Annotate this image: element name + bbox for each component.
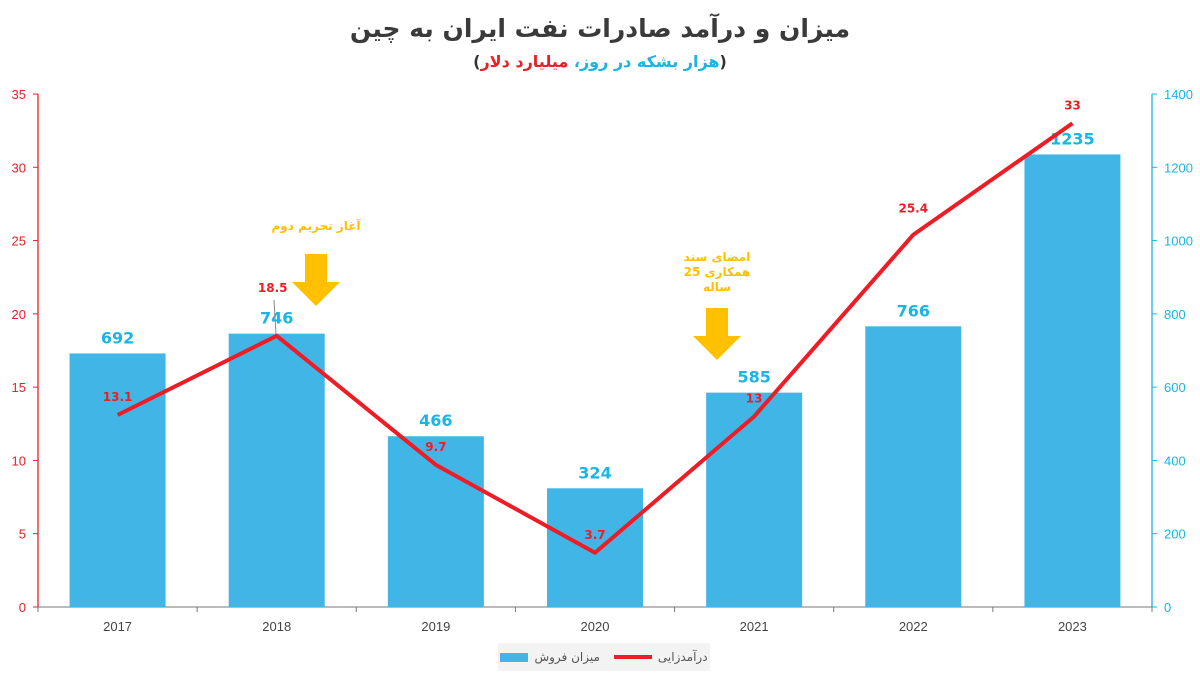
bar-data-label: 692 (101, 328, 134, 347)
line-data-label: 33 (1064, 98, 1081, 112)
left-tick-label: 20 (12, 307, 26, 322)
x-tick-label: 2020 (581, 619, 610, 634)
legend-label: میزان فروش (534, 650, 600, 664)
left-tick-label: 30 (12, 160, 26, 175)
line-data-label: 13 (746, 391, 763, 405)
down-arrow-icon (693, 308, 741, 360)
down-arrow-icon (292, 254, 340, 306)
bar-data-label: 746 (260, 309, 293, 328)
left-tick-label: 25 (12, 234, 26, 249)
right-tick-label: 0 (1164, 600, 1171, 615)
left-tick-label: 0 (19, 600, 26, 615)
annotation-agreement-line: ساله (703, 280, 731, 294)
x-tick-label: 2021 (740, 619, 769, 634)
left-tick-label: 5 (19, 527, 26, 542)
annotation-sanctions: آغاز تحریم دوم (271, 218, 361, 234)
bar-data-label: 585 (737, 368, 770, 387)
right-tick-label: 1000 (1164, 234, 1193, 249)
bar-data-label: 324 (578, 463, 611, 482)
line-data-label: 3.7 (584, 528, 605, 542)
x-tick-label: 2019 (421, 619, 450, 634)
legend-item-line[interactable]: درآمدزایی (613, 650, 708, 664)
right-tick-label: 800 (1164, 307, 1186, 322)
subtitle-unit-barrels: هزار بشکه در روز، (573, 52, 720, 71)
bar (228, 333, 325, 607)
x-tick-label: 2018 (262, 619, 291, 634)
right-tick-label: 1400 (1164, 87, 1193, 102)
leader-line (273, 299, 277, 335)
chart-subtitle: (هزار بشکه در روز، میلیارد دلار) (0, 52, 1200, 71)
line-data-label: 18.5 (258, 281, 288, 295)
left-tick-label: 35 (12, 87, 26, 102)
legend-swatch-line (613, 655, 652, 659)
left-tick-label: 10 (12, 453, 26, 468)
right-tick-label: 600 (1164, 380, 1186, 395)
bar (387, 436, 484, 607)
x-tick-label: 2017 (103, 619, 132, 634)
bar (547, 488, 643, 607)
right-tick-label: 200 (1164, 527, 1186, 542)
legend: درآمدزایی میزان فروش (498, 643, 710, 671)
bar (69, 353, 166, 607)
legend-swatch-bar (500, 652, 529, 662)
annotation-agreement-line: همکاری 25 (684, 265, 751, 279)
chart-title: میزان و درآمد صادرات نفت ایران به چین (349, 14, 851, 43)
annotation-agreement-line: امضای سند (684, 250, 751, 264)
bar-data-label: 766 (897, 301, 930, 320)
right-tick-label: 1200 (1164, 160, 1193, 175)
x-tick-label: 2022 (899, 619, 928, 634)
subtitle-unit-dollars: میلیارد دلار (480, 52, 569, 71)
bar (1024, 154, 1121, 608)
line-data-label: 9.7 (425, 440, 446, 454)
left-tick-label: 15 (12, 380, 26, 395)
x-tick-label: 2023 (1058, 619, 1087, 634)
line-data-label: 13.1 (103, 390, 133, 404)
bar (865, 326, 962, 607)
legend-item-bar[interactable]: میزان فروش (500, 650, 600, 664)
paren-open: ( (719, 52, 727, 71)
line-data-label: 25.4 (898, 202, 928, 216)
right-tick-label: 400 (1164, 453, 1186, 468)
paren-close: ) (473, 52, 481, 71)
legend-label: درآمدزایی (657, 650, 708, 664)
bar-data-label: 1235 (1050, 129, 1095, 148)
bar (706, 392, 803, 607)
bar-data-label: 466 (419, 411, 452, 430)
